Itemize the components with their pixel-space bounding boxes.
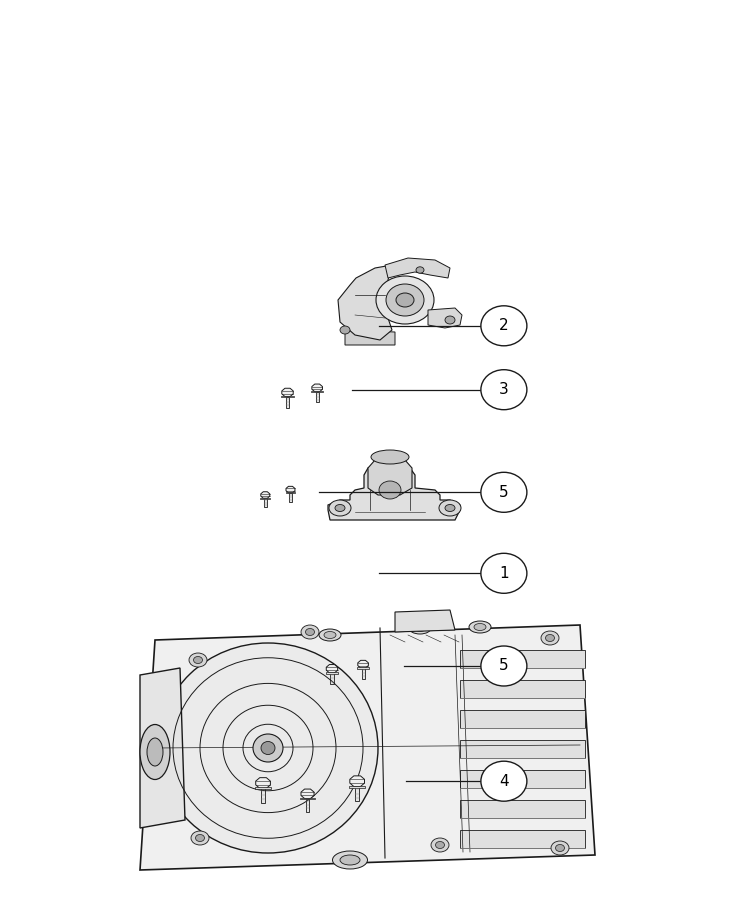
Bar xyxy=(460,650,585,668)
Ellipse shape xyxy=(431,838,449,852)
Text: 5: 5 xyxy=(499,485,508,500)
Polygon shape xyxy=(140,625,595,870)
Ellipse shape xyxy=(414,625,426,632)
Bar xyxy=(460,800,585,818)
Polygon shape xyxy=(261,491,270,499)
Ellipse shape xyxy=(445,505,455,511)
Ellipse shape xyxy=(445,316,455,324)
Bar xyxy=(460,680,585,698)
Bar xyxy=(282,396,293,397)
Text: 5: 5 xyxy=(499,659,508,673)
Bar xyxy=(357,667,369,669)
Bar xyxy=(330,673,333,684)
Bar xyxy=(349,786,365,788)
Polygon shape xyxy=(282,388,293,397)
Bar xyxy=(285,492,296,493)
Polygon shape xyxy=(326,664,338,673)
Ellipse shape xyxy=(545,634,554,642)
Ellipse shape xyxy=(340,855,360,865)
Polygon shape xyxy=(428,308,462,328)
Polygon shape xyxy=(395,610,455,632)
Polygon shape xyxy=(301,789,314,798)
Ellipse shape xyxy=(541,631,559,645)
Polygon shape xyxy=(358,661,368,668)
Ellipse shape xyxy=(436,842,445,849)
Bar xyxy=(326,672,338,673)
Ellipse shape xyxy=(191,831,209,845)
Text: 2: 2 xyxy=(499,319,508,333)
Ellipse shape xyxy=(481,306,527,346)
Ellipse shape xyxy=(340,326,350,334)
Ellipse shape xyxy=(416,266,424,274)
Polygon shape xyxy=(338,265,392,340)
Bar xyxy=(289,493,292,502)
Ellipse shape xyxy=(474,624,486,631)
Ellipse shape xyxy=(196,834,205,842)
Ellipse shape xyxy=(324,632,336,638)
Polygon shape xyxy=(350,776,365,787)
Ellipse shape xyxy=(396,293,414,307)
Bar xyxy=(460,740,585,758)
Ellipse shape xyxy=(481,646,527,686)
Bar xyxy=(286,397,289,408)
Ellipse shape xyxy=(335,505,345,511)
Ellipse shape xyxy=(439,500,461,516)
Ellipse shape xyxy=(261,742,275,754)
Ellipse shape xyxy=(371,450,409,464)
Ellipse shape xyxy=(481,370,527,410)
Ellipse shape xyxy=(319,629,341,641)
Polygon shape xyxy=(368,455,412,495)
Bar xyxy=(460,770,585,788)
Bar xyxy=(316,392,319,402)
Bar xyxy=(300,797,315,799)
Ellipse shape xyxy=(189,653,207,667)
Polygon shape xyxy=(328,462,460,520)
Ellipse shape xyxy=(481,554,527,593)
Ellipse shape xyxy=(481,761,527,801)
Ellipse shape xyxy=(329,500,351,516)
Ellipse shape xyxy=(556,844,565,851)
Text: 1: 1 xyxy=(499,566,508,580)
Bar xyxy=(460,710,585,728)
Polygon shape xyxy=(286,486,295,493)
Text: 4: 4 xyxy=(499,774,508,788)
Ellipse shape xyxy=(376,276,434,324)
Ellipse shape xyxy=(386,284,424,316)
Ellipse shape xyxy=(301,625,319,639)
Polygon shape xyxy=(256,778,270,788)
Ellipse shape xyxy=(140,724,170,779)
Polygon shape xyxy=(385,258,450,278)
Text: 3: 3 xyxy=(499,382,509,397)
Bar xyxy=(355,787,359,801)
Ellipse shape xyxy=(193,656,202,663)
Ellipse shape xyxy=(333,851,368,869)
Bar xyxy=(460,830,585,848)
Ellipse shape xyxy=(253,734,283,762)
Polygon shape xyxy=(312,384,322,392)
Ellipse shape xyxy=(379,481,401,499)
Ellipse shape xyxy=(481,472,527,512)
Bar xyxy=(306,798,309,812)
Polygon shape xyxy=(345,330,395,345)
Bar xyxy=(362,668,365,679)
Ellipse shape xyxy=(409,622,431,634)
Bar xyxy=(261,788,265,803)
Polygon shape xyxy=(140,668,185,828)
Bar xyxy=(260,498,270,499)
Ellipse shape xyxy=(305,628,314,635)
Ellipse shape xyxy=(469,621,491,633)
Ellipse shape xyxy=(551,841,569,855)
Bar xyxy=(264,499,267,508)
Ellipse shape xyxy=(147,738,163,766)
Bar xyxy=(311,391,323,392)
Bar xyxy=(255,788,271,789)
Ellipse shape xyxy=(158,643,378,853)
